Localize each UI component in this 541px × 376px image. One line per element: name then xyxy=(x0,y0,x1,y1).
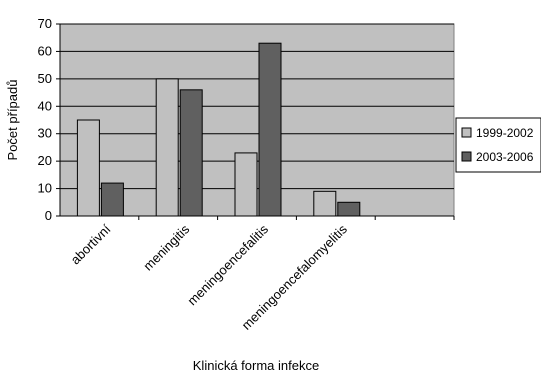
y-axis-title: Počet případů xyxy=(5,80,20,161)
y-tick-label: 30 xyxy=(38,126,52,141)
y-axis: 0 10 20 30 40 50 60 70 xyxy=(38,16,60,223)
gridlines xyxy=(60,23,454,190)
y-tick-label: 50 xyxy=(38,71,52,86)
bar-1999-2002 xyxy=(76,119,100,217)
y-tick-label: 40 xyxy=(38,98,52,113)
bar-2003-2006 xyxy=(258,42,282,217)
bar-1999-2002 xyxy=(313,190,337,217)
bar-2003-2006 xyxy=(337,201,361,217)
legend-label: 1999-2002 xyxy=(476,126,534,140)
legend-box xyxy=(455,117,541,173)
y-tick-label: 20 xyxy=(38,153,52,168)
bars xyxy=(76,42,361,217)
legend: 1999-2002 2003-2006 xyxy=(455,117,541,173)
bar-2003-2006 xyxy=(100,182,124,217)
x-tick-label: abortivní xyxy=(68,221,114,267)
bar-1999-2002 xyxy=(155,78,179,217)
y-tick-label: 0 xyxy=(45,208,52,223)
y-tick-label: 10 xyxy=(38,181,52,196)
legend-swatch xyxy=(461,151,472,162)
y-tick-label: 60 xyxy=(38,43,52,58)
bar-2003-2006 xyxy=(179,89,203,217)
x-axis-title: Klinická forma infekce xyxy=(193,358,319,373)
legend-swatch xyxy=(461,127,472,138)
x-tick-label: meningoencefalitis xyxy=(184,221,271,308)
bar-1999-2002 xyxy=(234,152,258,217)
legend-label: 2003-2006 xyxy=(476,150,534,164)
x-tick-label: meningitis xyxy=(140,221,192,273)
y-tick-label: 70 xyxy=(38,16,52,31)
x-axis: abortivní meningitismeningoencefalitismen… xyxy=(68,216,455,333)
